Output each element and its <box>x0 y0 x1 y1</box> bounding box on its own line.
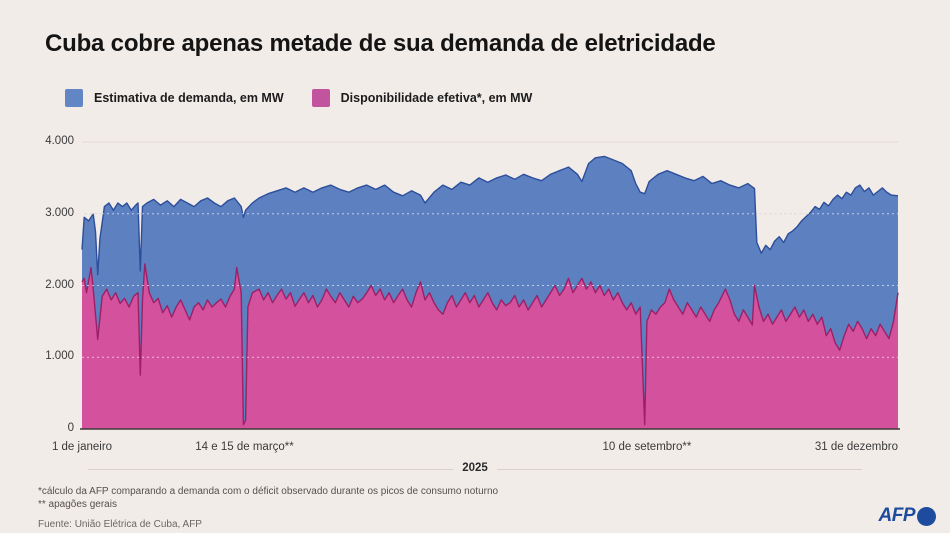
y-tick-label: 1.000 <box>45 350 74 363</box>
footnote-calculation: *cálculo da AFP comparando a demanda com… <box>38 486 499 497</box>
x-axis-label: 14 e 15 de março** <box>195 441 294 453</box>
availability-legend-label: Disponibilidade efetiva*, em MW <box>340 91 533 105</box>
availability-line <box>81 263 899 426</box>
y-tick-label: 2.000 <box>45 278 74 291</box>
year-label: 2025 <box>453 462 497 474</box>
source-line: Fuente: União Elétrica de Cuba, AFP <box>38 519 202 530</box>
year-axis-row: 2025 <box>88 462 862 476</box>
chart-legend: Estimativa de demanda, em MW Disponibili… <box>65 89 532 107</box>
availability-legend-swatch <box>311 89 330 107</box>
page-title: Cuba cobre apenas metade de sua demanda … <box>45 30 716 57</box>
demand-legend-label: Estimativa de demanda, em MW <box>94 91 284 105</box>
y-tick-label: 3.000 <box>45 206 74 219</box>
y-tick-label: 0 <box>67 422 74 434</box>
afp-logo-text: AFP <box>878 505 916 526</box>
x-axis-label: 1 de janeiro <box>51 441 113 453</box>
demand-line <box>81 155 899 276</box>
x-axis-label: 10 de setembro** <box>602 441 692 453</box>
demand-legend-swatch <box>65 89 83 107</box>
footnotes: *cálculo da AFP comparando a demanda com… <box>38 485 498 511</box>
afp-logo-dot-icon <box>917 506 936 526</box>
legend-item-availability: Disponibilidade efetiva*, em MW <box>311 89 533 107</box>
x-axis-label: 31 de dezembro <box>814 441 898 453</box>
afp-logo: AFP <box>878 505 936 527</box>
legend-item-demand: Estimativa de demanda, em MW <box>65 89 284 107</box>
y-tick-label: 4.000 <box>45 135 74 147</box>
footnote-blackouts: ** apagões gerais <box>38 499 117 510</box>
availability-area <box>82 264 898 429</box>
